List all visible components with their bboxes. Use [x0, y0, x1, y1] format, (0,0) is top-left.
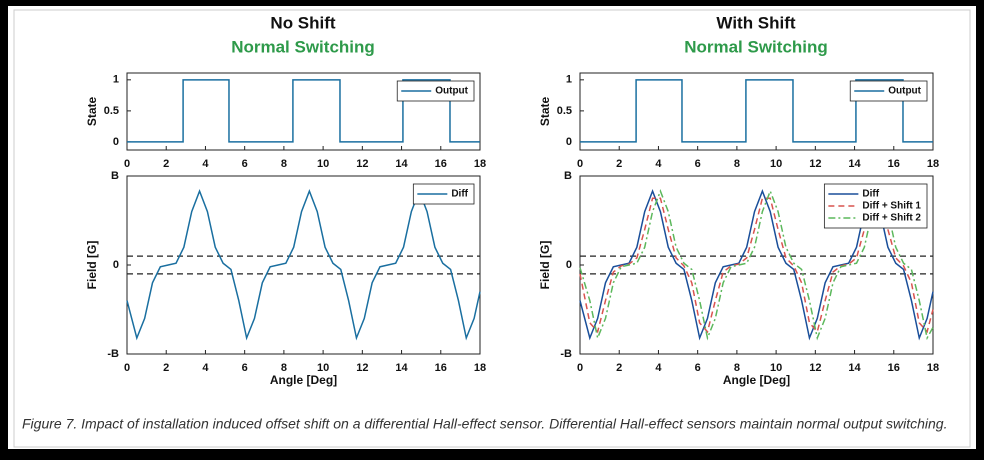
x-axis-label: Angle [Deg]: [723, 373, 790, 387]
y-tick-label: 0: [113, 136, 119, 148]
panel-title: No Shift: [270, 13, 335, 32]
x-tick-label: 12: [809, 158, 821, 170]
x-tick-label: 14: [848, 158, 861, 170]
x-tick-label: 10: [317, 158, 329, 170]
legend-label: Output: [888, 86, 921, 97]
x-tick-label: 18: [927, 158, 939, 170]
caption: Figure 7. Impact of installation induced…: [22, 416, 947, 432]
panel-subtitle: Normal Switching: [684, 37, 828, 56]
legend-label: Output: [435, 86, 468, 97]
y-axis-label: State: [85, 97, 99, 127]
figure-frame: [13, 9, 971, 448]
x-tick-label: 10: [770, 158, 782, 170]
y-axis-label: Field [G]: [85, 241, 99, 290]
x-tick-label: 16: [888, 362, 900, 374]
x-tick-label: 8: [734, 362, 740, 374]
y-tick-label: 0.5: [557, 105, 572, 117]
x-tick-label: 16: [435, 158, 447, 170]
x-tick-label: 12: [356, 158, 368, 170]
x-tick-label: 14: [395, 158, 408, 170]
x-tick-label: 4: [655, 362, 662, 374]
x-tick-label: 8: [734, 158, 740, 170]
x-tick-label: 16: [888, 158, 900, 170]
y-tick-label: 0: [113, 259, 119, 271]
y-tick-label: 1: [566, 74, 572, 86]
x-tick-label: 6: [695, 362, 701, 374]
y-axis-label: Field [G]: [538, 241, 552, 290]
x-tick-label: 18: [474, 362, 486, 374]
y-tick-label: B: [111, 170, 119, 182]
x-tick-label: 0: [577, 362, 583, 374]
y-tick-label: -B: [560, 348, 572, 360]
x-tick-label: 12: [356, 362, 368, 374]
x-tick-label: 6: [242, 362, 248, 374]
legend-box: [849, 80, 928, 102]
panel-subtitle: Normal Switching: [231, 37, 375, 56]
y-tick-label: 0: [566, 259, 572, 271]
y-tick-label: 0: [566, 136, 572, 148]
x-tick-label: 4: [655, 158, 662, 170]
x-tick-label: 4: [202, 362, 209, 374]
x-tick-label: 2: [163, 158, 169, 170]
y-tick-label: 1: [113, 74, 119, 86]
x-tick-label: 2: [616, 362, 622, 374]
output-line: [580, 79, 933, 143]
panel-title: With Shift: [716, 13, 795, 32]
y-tick-label: 0.5: [104, 105, 119, 117]
x-tick-label: 0: [124, 362, 130, 374]
y-axis-label: State: [538, 97, 552, 127]
x-tick-label: 6: [695, 158, 701, 170]
x-tick-label: 6: [242, 158, 248, 170]
x-tick-label: 12: [809, 362, 821, 374]
legend-box: [396, 80, 475, 102]
x-tick-label: 2: [163, 362, 169, 374]
x-tick-label: 4: [202, 158, 209, 170]
x-tick-label: 16: [435, 362, 447, 374]
x-tick-label: 0: [124, 158, 130, 170]
x-axis-label: Angle [Deg]: [270, 373, 337, 387]
x-tick-label: 10: [770, 362, 782, 374]
x-tick-label: 8: [281, 362, 287, 374]
x-tick-label: 0: [577, 158, 583, 170]
x-tick-label: 14: [395, 362, 408, 374]
x-tick-label: 18: [474, 158, 486, 170]
legend-label: Diff + Shift 2: [862, 213, 921, 224]
x-tick-label: 2: [616, 158, 622, 170]
legend-label: Diff: [862, 189, 879, 200]
output-line: [127, 79, 480, 143]
legend-label: Diff + Shift 1: [862, 201, 921, 212]
legend-label: Diff: [451, 189, 468, 200]
x-tick-label: 14: [848, 362, 861, 374]
y-tick-label: B: [564, 170, 572, 182]
x-tick-label: 10: [317, 362, 329, 374]
x-tick-label: 8: [281, 158, 287, 170]
x-tick-label: 18: [927, 362, 939, 374]
y-tick-label: -B: [107, 348, 119, 360]
